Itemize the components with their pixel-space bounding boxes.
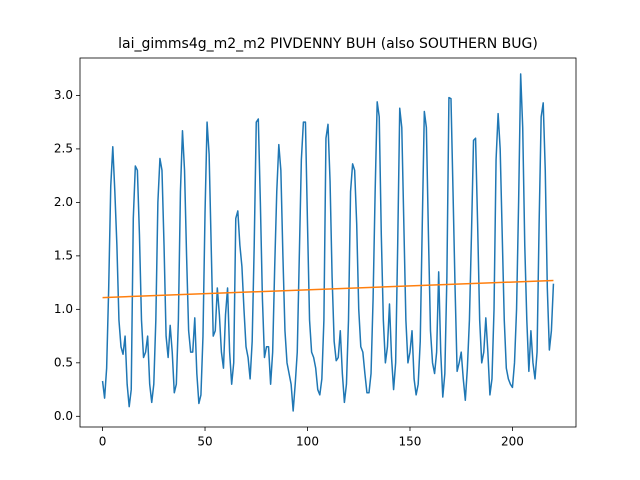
x-tick-label: 50 [197,435,212,449]
y-tick-label: 2.5 [54,141,73,155]
chart-title: lai_gimms4g_m2_m2 PIVDENNY BUH (also SOU… [118,36,538,52]
plot-frame [79,57,577,428]
y-tick-label: 1.0 [54,302,73,316]
y-tick-label: 0.5 [54,355,73,369]
data-line [102,279,554,299]
x-tick-label: 0 [99,435,107,449]
y-tick-label: 2.0 [54,195,73,209]
y-tick-label: 1.5 [54,248,73,262]
y-tick-label: 3.0 [54,88,73,102]
data-line [101,73,555,412]
x-tick-label: 200 [501,435,524,449]
x-tick-label: 100 [296,435,319,449]
y-tick-label: 0.0 [54,409,73,423]
x-tick-label: 150 [399,435,422,449]
